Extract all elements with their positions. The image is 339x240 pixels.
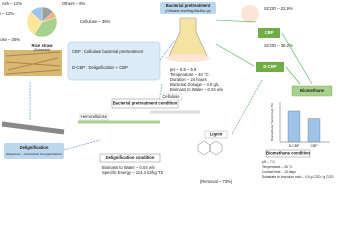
dcbp-box [256, 62, 284, 72]
bacterial-condition: Temperature – 40 °C [170, 72, 209, 77]
lignin-title: Lignin [210, 132, 223, 137]
arrow [29, 39, 176, 151]
lignin-structure [197, 140, 223, 156]
homogenizer [1, 121, 65, 135]
delignification-subtitle: (Dispenser – mechanical homogenization) [6, 152, 62, 156]
delignification-condition: Biomass to Water – 0.04 w/v [102, 165, 156, 170]
bar [287, 110, 301, 143]
arrow [231, 79, 263, 135]
lignin-box [204, 130, 228, 139]
biomethane-condition-label: Biomethane condition [266, 151, 310, 156]
bottle [241, 5, 259, 23]
biomethane-condition: pH – 7.0 [262, 160, 275, 164]
dcbp-label: D-CBP [263, 64, 276, 69]
biomethane-box [291, 85, 333, 97]
flask-base [166, 54, 210, 62]
delignification-condition: Specific Energy – 114.3 kJ/kg TS [102, 170, 164, 175]
pie-label: Hemicellulose – 25% [0, 37, 20, 42]
bar-category: CBP [311, 144, 319, 148]
bacterial-title-box [160, 2, 216, 14]
lignin-removal: (Removal – 73%) [200, 179, 233, 184]
bacterial-title: Bacterial pretreatment [166, 3, 211, 8]
pie-slice [30, 6, 43, 23]
cellulose-box [159, 93, 183, 101]
straw-lines [5, 51, 61, 75]
biomethane-label: Biomethane [300, 88, 325, 93]
pie-label: Ash – 12% [2, 1, 23, 6]
bar-ylabel: Biomethane Yield (mL/g VS) [270, 103, 274, 141]
definition-box [67, 41, 161, 81]
biomethane-condition: Contact time – 15 days [262, 170, 296, 174]
substrate-subtitle: (Substrate) [34, 48, 51, 52]
delignification-condition-box [99, 153, 161, 163]
bacterial-condition: pH – 5.8 – 5.9 [170, 67, 197, 72]
pie-label: Lignin – 12% [0, 11, 14, 16]
pie-label: Cellulose – 35% [80, 19, 111, 24]
biomethane-condition-box [265, 149, 311, 158]
substrate-title: Rice straw [32, 43, 54, 48]
cbp-label: CBP [265, 30, 274, 35]
bacterial-subtitle: (Cellulase secreting Bacillus sp) [165, 9, 210, 13]
bacterial-condition-label: Bacterial pretreatment condition [113, 101, 178, 106]
bar [307, 118, 321, 143]
delignification-condition-label: Delignification condition [106, 155, 155, 160]
delignification-box [4, 143, 64, 159]
pie-label: Others – 6% [62, 1, 86, 6]
scod-dcbp: SCOD – 36.2% [264, 43, 293, 48]
bacterial-condition: Biomass to Water – 0.04 w/v [170, 87, 224, 92]
delignification-title: Delignification [20, 145, 49, 150]
bacterial-condition: Duration – 24 hours [170, 77, 207, 82]
bacterial-condition-box [111, 98, 179, 109]
pie-slice [33, 17, 58, 38]
hemicellulose-label: Hemicellulose [81, 114, 108, 119]
diagram: Rice straw (Substrate) CBP : Cellulase b… [0, 1, 334, 184]
cbp-box [258, 28, 280, 38]
pie-slice [26, 11, 43, 35]
biomethane-condition: Temperature – 35 °C [262, 165, 293, 169]
bar-category: D-CBP [289, 144, 300, 148]
hemicellulose-box [79, 113, 109, 121]
arrow [215, 19, 313, 85]
scod-cbp: SCOD – 22.9% [264, 6, 293, 11]
biomethane-condition: Substrate to Inoculum ratio – 0.5 g COD … [262, 175, 334, 179]
arrow [159, 83, 163, 99]
cbp-definition: CBP : Cellulase bacterial pretreatment [72, 49, 144, 54]
bacterial-condition: Bacterial Dosage – 4.5 g/L [170, 82, 220, 87]
flask [167, 17, 209, 59]
chart-axes [279, 102, 330, 143]
dcbp-definition: D-CBP : Delignification + CBP [72, 65, 128, 70]
cellulose-label: Cellulose [162, 94, 180, 99]
